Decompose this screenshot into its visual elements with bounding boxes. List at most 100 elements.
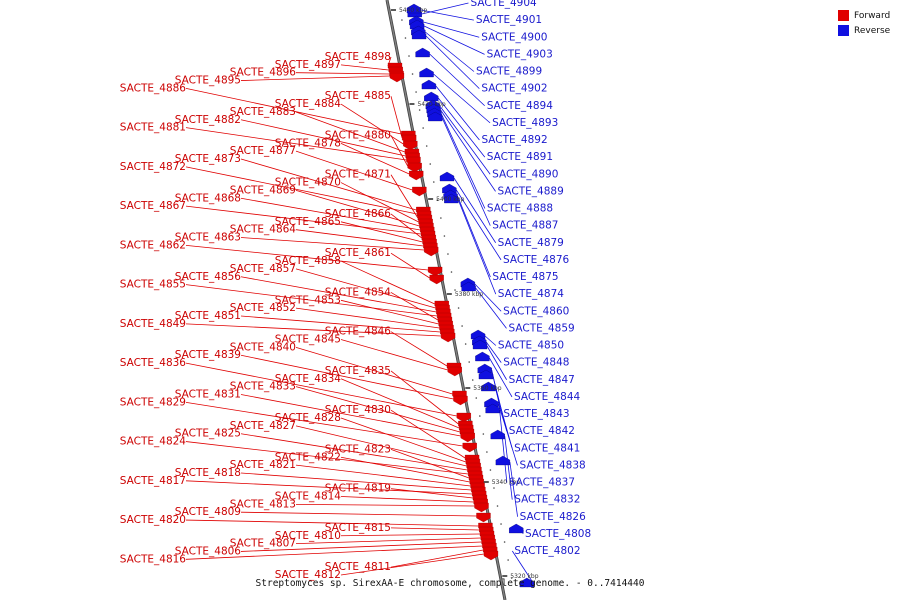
reverse-gene-leader (457, 195, 491, 278)
forward-gene-arrow (389, 72, 405, 83)
forward-gene-label: SACTE_4807 (230, 538, 296, 550)
forward-gene-leader (185, 244, 429, 271)
forward-gene-label: SACTE_4869 (230, 184, 296, 196)
reverse-gene-arrow (439, 171, 455, 182)
scale-tick-label: 5420 kbp (417, 101, 445, 108)
forward-gene-leader (390, 488, 473, 499)
forward-gene-label: SACTE_4829 (120, 396, 186, 408)
feature-dot (489, 469, 492, 471)
reverse-gene-label: SACTE_4859 (509, 322, 575, 334)
forward-gene-leader (390, 449, 470, 479)
forward-gene-label: SACTE_4815 (325, 522, 391, 534)
reverse-gene-leader (441, 117, 491, 226)
forward-gene-label: SACTE_4831 (175, 388, 241, 400)
forward-gene-leader (240, 541, 482, 552)
feature-dot (468, 361, 470, 363)
forward-gene-leader (295, 150, 413, 191)
forward-gene-label: SACTE_4896 (230, 67, 297, 79)
reverse-gene-leader (456, 189, 502, 261)
reverse-gene-leader (429, 53, 485, 107)
reverse-gene-arrow (475, 351, 490, 362)
forward-gene-label: SACTE_4881 (120, 122, 186, 134)
reverse-gene-label: SACTE_4892 (481, 134, 547, 146)
forward-gene-leader (295, 347, 453, 395)
forward-swatch (838, 10, 849, 21)
reverse-gene-label: SACTE_4891 (487, 151, 553, 163)
reverse-gene-arrow (419, 67, 434, 78)
forward-gene-arrow (412, 186, 427, 197)
forward-gene-label: SACTE_4813 (230, 498, 296, 510)
feature-dot (503, 541, 506, 543)
reverse-gene-arrow (485, 403, 500, 414)
feature-dot (507, 559, 509, 561)
reverse-gene-arrow (481, 381, 496, 392)
forward-gene-leader (185, 401, 463, 447)
reverse-gene-label: SACTE_4887 (492, 220, 558, 232)
forward-gene-leader (340, 533, 481, 537)
forward-gene-label: SACTE_4819 (325, 483, 391, 495)
forward-gene-label: SACTE_4873 (175, 153, 241, 165)
forward-gene-leader (185, 362, 457, 417)
reverse-gene-label: SACTE_4802 (514, 545, 580, 557)
forward-gene-leader (295, 268, 436, 309)
feature-dot (422, 127, 424, 129)
reverse-gene-leader (475, 287, 507, 329)
forward-gene-leader (340, 456, 470, 483)
reverse-gene-label: SACTE_4876 (503, 254, 570, 266)
forward-gene-arrow (424, 246, 439, 257)
forward-gene-leader (340, 103, 404, 145)
forward-gene-label: SACTE_4855 (120, 279, 186, 291)
forward-gene-label: SACTE_4867 (120, 200, 186, 212)
forward-gene-label: SACTE_4857 (230, 263, 296, 275)
reverse-gene-label: SACTE_4893 (492, 117, 558, 129)
reverse-gene-leader (420, 9, 474, 21)
reverse-gene-leader (421, 2, 469, 15)
forward-gene-leader (240, 354, 454, 400)
forward-gene-label: SACTE_4852 (230, 302, 296, 314)
forward-gene-label: SACTE_4877 (230, 145, 296, 157)
forward-gene-leader (295, 386, 461, 433)
forward-gene-leader (295, 307, 440, 329)
feature-dot (454, 289, 456, 291)
forward-gene-leader (185, 441, 469, 475)
reverse-gene-leader (474, 283, 502, 312)
forward-gene-leader (390, 331, 448, 367)
forward-gene-label: SACTE_4880 (325, 129, 391, 141)
forward-gene-label: SACTE_4865 (275, 216, 341, 228)
forward-gene-label: SACTE_4883 (230, 106, 296, 118)
forward-gene-label: SACTE_4821 (230, 459, 296, 471)
reverse-gene-arrow (444, 193, 459, 204)
reverse-gene-label: SACTE_4875 (492, 271, 558, 283)
forward-gene-leader (240, 276, 437, 313)
reverse-gene-leader (498, 403, 518, 466)
feature-dot (418, 109, 421, 111)
feature-dot (443, 235, 446, 237)
reverse-gene-leader (484, 335, 497, 346)
feature-dot (440, 217, 442, 219)
reverse-gene-leader (437, 97, 486, 158)
forward-gene-leader (295, 537, 481, 545)
scale-tick-label: 5440 kbp (399, 7, 427, 14)
forward-gene-leader (185, 166, 418, 215)
forward-gene-leader (340, 553, 485, 576)
reverse-gene-label: SACTE_4826 (520, 511, 587, 523)
reverse-gene-leader (486, 345, 507, 380)
forward-gene-label: SACTE_4895 (175, 75, 241, 87)
forward-gene-arrow (462, 442, 477, 453)
reverse-gene-arrow (495, 455, 511, 466)
reverse-gene-leader (439, 105, 491, 175)
forward-gene-label: SACTE_4835 (325, 365, 391, 377)
forward-gene-arrow (440, 332, 456, 343)
forward-gene-leader (240, 511, 477, 517)
forward-gene-label: SACTE_4864 (230, 224, 297, 236)
forward-gene-leader (390, 527, 480, 531)
forward-gene-leader (340, 260, 435, 305)
forward-gene-leader (295, 464, 471, 487)
reverse-gene-arrow (490, 429, 505, 440)
forward-gene-leader (390, 213, 423, 239)
forward-gene-leader (340, 142, 410, 175)
forward-gene-leader (340, 64, 389, 71)
forward-gene-label: SACTE_4836 (120, 357, 187, 369)
